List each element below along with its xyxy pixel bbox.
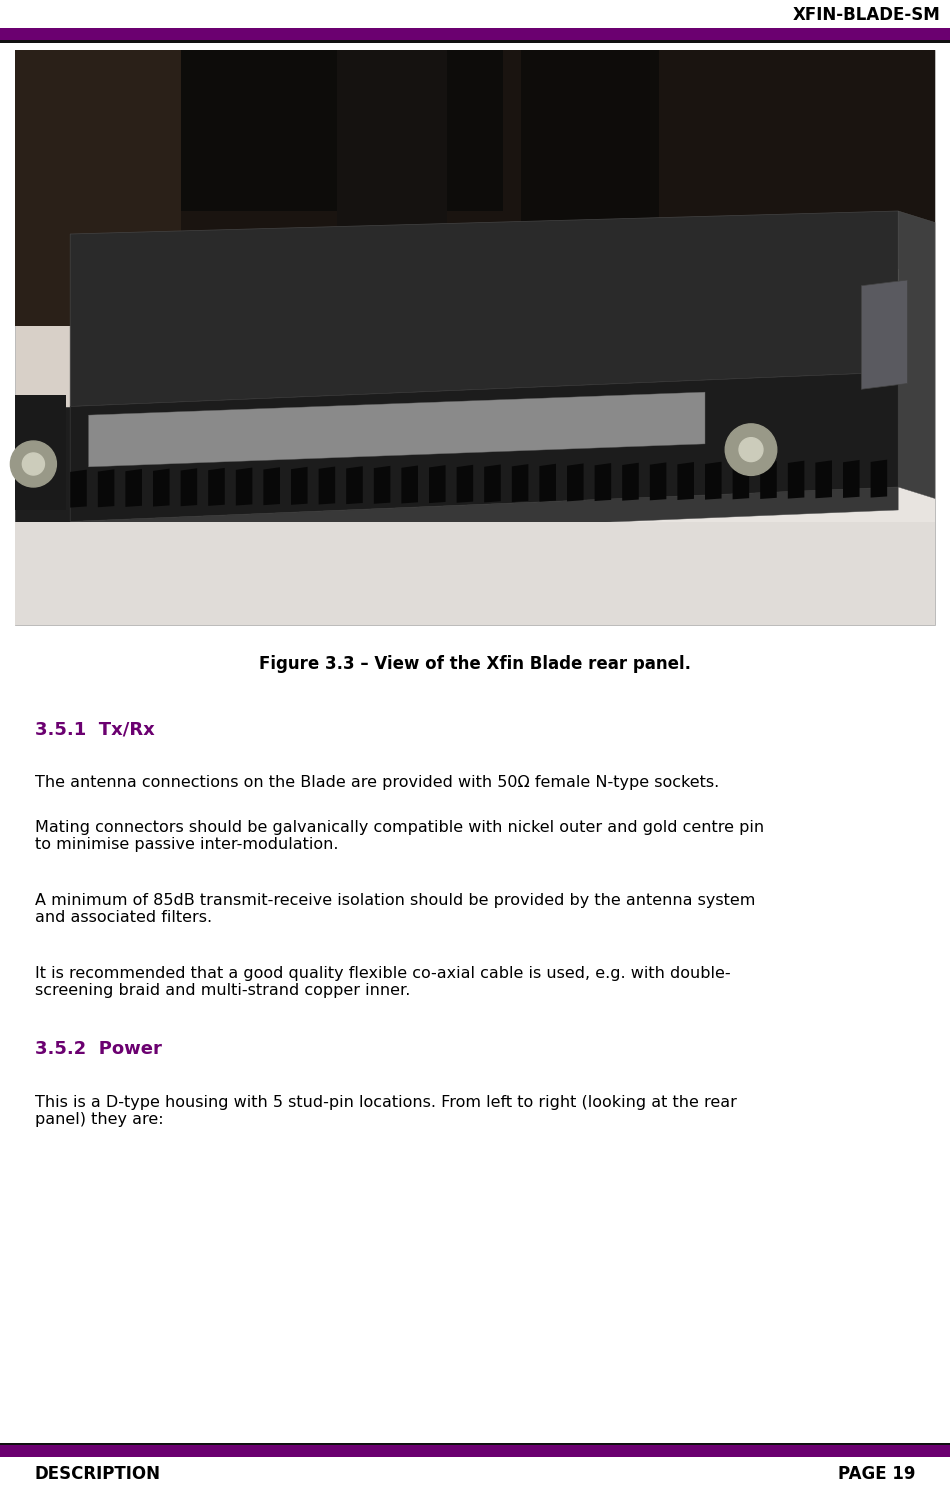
Polygon shape xyxy=(263,467,280,504)
Polygon shape xyxy=(815,460,832,499)
Polygon shape xyxy=(346,466,363,504)
Bar xyxy=(15,49,935,626)
Circle shape xyxy=(10,442,56,487)
Polygon shape xyxy=(622,463,638,500)
Polygon shape xyxy=(70,470,86,507)
Polygon shape xyxy=(318,467,335,504)
Circle shape xyxy=(725,424,777,476)
Circle shape xyxy=(23,454,45,475)
Text: Mating connectors should be galvanically compatible with nickel outer and gold c: Mating connectors should be galvanically… xyxy=(35,820,764,852)
Bar xyxy=(15,521,935,626)
Text: This is a D-type housing with 5 stud-pin locations. From left to right (looking : This is a D-type housing with 5 stud-pin… xyxy=(35,1094,737,1127)
Circle shape xyxy=(739,437,763,461)
Polygon shape xyxy=(595,463,611,501)
Bar xyxy=(15,395,66,510)
Text: PAGE 19: PAGE 19 xyxy=(838,1466,915,1484)
Polygon shape xyxy=(208,469,225,506)
Text: DESCRIPTION: DESCRIPTION xyxy=(35,1466,161,1484)
Polygon shape xyxy=(677,463,694,500)
Bar xyxy=(180,49,503,211)
Polygon shape xyxy=(760,461,777,499)
Polygon shape xyxy=(70,211,898,407)
Polygon shape xyxy=(236,467,253,506)
Polygon shape xyxy=(429,466,446,503)
Polygon shape xyxy=(373,466,390,504)
Polygon shape xyxy=(15,407,70,521)
Polygon shape xyxy=(457,464,473,503)
Polygon shape xyxy=(898,211,935,499)
Polygon shape xyxy=(153,469,169,506)
Polygon shape xyxy=(70,371,898,521)
Polygon shape xyxy=(540,464,556,501)
Text: A minimum of 85dB transmit-receive isolation should be provided by the antenna s: A minimum of 85dB transmit-receive isola… xyxy=(35,894,755,925)
Text: XFIN-BLADE-SM: XFIN-BLADE-SM xyxy=(792,6,940,24)
Polygon shape xyxy=(705,461,722,500)
Text: 3.5.1  Tx/Rx: 3.5.1 Tx/Rx xyxy=(35,720,155,738)
Polygon shape xyxy=(862,280,907,389)
Bar xyxy=(0,1445,950,1457)
Text: The antenna connections on the Blade are provided with 50Ω female N-type sockets: The antenna connections on the Blade are… xyxy=(35,775,719,790)
Polygon shape xyxy=(650,463,666,500)
Polygon shape xyxy=(70,487,898,545)
Polygon shape xyxy=(567,464,583,501)
Bar xyxy=(0,40,950,43)
Polygon shape xyxy=(402,466,418,503)
Polygon shape xyxy=(98,469,114,507)
Text: It is recommended that a good quality flexible co-axial cable is used, e.g. with: It is recommended that a good quality fl… xyxy=(35,966,731,998)
Polygon shape xyxy=(732,461,750,500)
Polygon shape xyxy=(512,464,528,501)
Bar xyxy=(15,49,180,326)
Text: Figure 3.3 – View of the Xfin Blade rear panel.: Figure 3.3 – View of the Xfin Blade rear… xyxy=(259,656,691,674)
Bar xyxy=(0,1443,950,1445)
Bar xyxy=(15,424,935,626)
Text: 3.5.2  Power: 3.5.2 Power xyxy=(35,1040,162,1058)
Bar xyxy=(0,28,950,40)
Polygon shape xyxy=(88,392,705,467)
Polygon shape xyxy=(843,460,860,499)
Polygon shape xyxy=(180,469,198,506)
Polygon shape xyxy=(788,461,805,499)
Polygon shape xyxy=(125,469,142,507)
Bar xyxy=(521,49,659,268)
Bar xyxy=(15,49,935,268)
Polygon shape xyxy=(484,464,501,503)
Polygon shape xyxy=(870,460,887,497)
Bar xyxy=(659,49,935,223)
Bar xyxy=(337,49,447,251)
Polygon shape xyxy=(291,467,308,504)
